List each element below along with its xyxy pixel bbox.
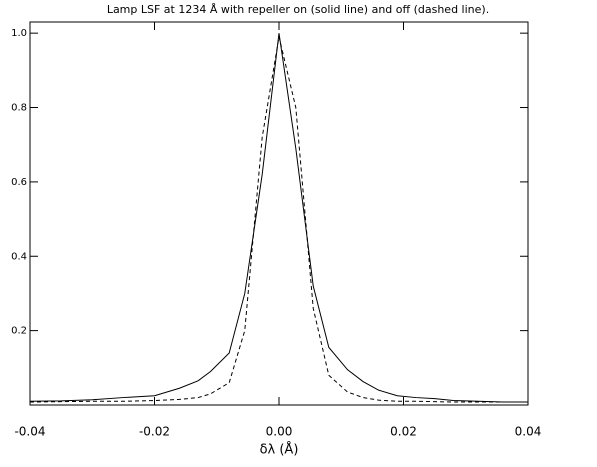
x-axis-label: δλ (Å) xyxy=(260,442,299,458)
y-tick-label: 0.4 xyxy=(11,251,27,262)
x-tick-label: -0.02 xyxy=(139,425,170,439)
x-tick-label: 0.02 xyxy=(390,425,417,439)
x-tick-label: 0.00 xyxy=(266,425,293,439)
y-tick-label: 0.2 xyxy=(11,326,27,337)
y-tick-label: 1.0 xyxy=(11,28,27,39)
chart-title: Lamp LSF at 1234 Å with repeller on (sol… xyxy=(107,3,489,16)
x-tick-label: 0.04 xyxy=(515,425,542,439)
x-tick-label: -0.04 xyxy=(14,425,45,439)
y-tick-label: 0.6 xyxy=(11,177,27,188)
series-line xyxy=(29,33,528,403)
series-line xyxy=(29,36,528,403)
y-tick-label: 0.8 xyxy=(11,103,27,114)
